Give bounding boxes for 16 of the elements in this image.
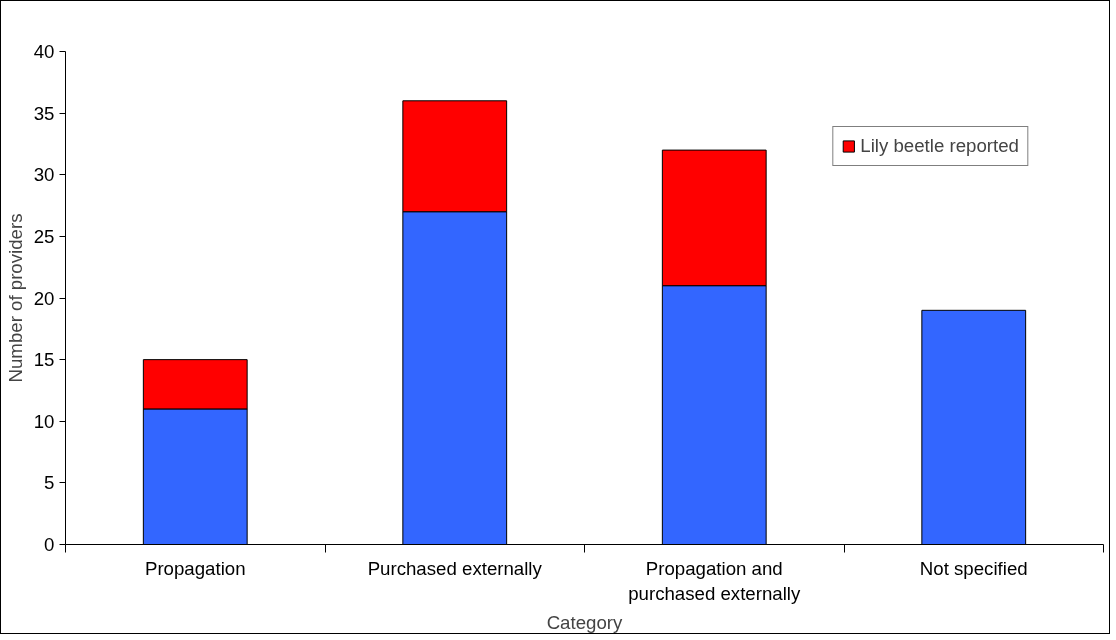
y-tick-label: 40 bbox=[33, 41, 55, 62]
y-tick-label: 15 bbox=[33, 349, 55, 371]
y-tick-label: 10 bbox=[33, 410, 55, 432]
x-tick-label: Purchased externally bbox=[367, 557, 543, 579]
y-tick-label: 35 bbox=[33, 102, 55, 124]
y-tick-label: 25 bbox=[33, 225, 55, 247]
x-tick-label: Propagation and purchased externally bbox=[628, 557, 801, 604]
x-tick-label: Not specified bbox=[919, 557, 1028, 579]
y-axis-title: Number of providers bbox=[4, 213, 26, 383]
y-tick-label: 5 bbox=[44, 472, 55, 494]
x-axis-title: Category bbox=[546, 611, 624, 633]
x-tick-label: Propagation bbox=[144, 557, 246, 579]
y-tick-label: 0 bbox=[44, 534, 55, 555]
legend-label: Lily beetle reported bbox=[860, 135, 1019, 157]
y-tick-label: 30 bbox=[33, 164, 55, 186]
y-tick-label: 20 bbox=[33, 287, 55, 309]
